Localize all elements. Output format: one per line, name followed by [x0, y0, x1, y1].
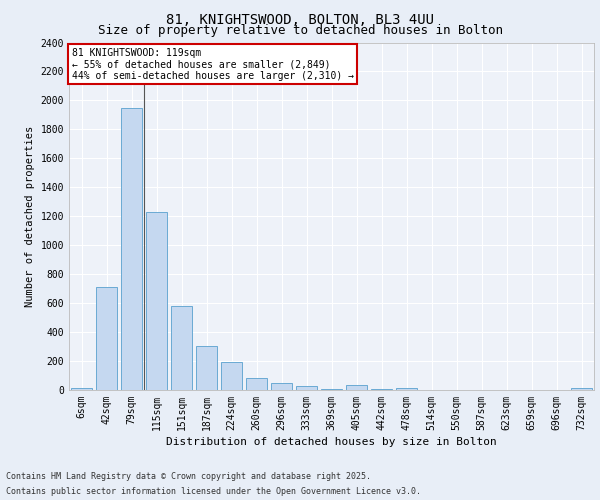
Text: 81, KNIGHTSWOOD, BOLTON, BL3 4UU: 81, KNIGHTSWOOD, BOLTON, BL3 4UU: [166, 12, 434, 26]
Bar: [246, 378, 267, 390]
Bar: [221, 362, 242, 390]
Bar: [271, 383, 292, 390]
Bar: [346, 385, 367, 390]
Bar: [171, 306, 192, 390]
Text: Contains HM Land Registry data © Crown copyright and database right 2025.: Contains HM Land Registry data © Crown c…: [6, 472, 371, 481]
Text: Contains public sector information licensed under the Open Government Licence v3: Contains public sector information licen…: [6, 487, 421, 496]
Bar: [96, 287, 117, 390]
X-axis label: Distribution of detached houses by size in Bolton: Distribution of detached houses by size …: [166, 437, 497, 447]
Bar: [71, 388, 92, 390]
Bar: [121, 108, 142, 390]
Bar: [146, 212, 167, 390]
Y-axis label: Number of detached properties: Number of detached properties: [25, 126, 35, 307]
Bar: [296, 386, 317, 390]
Bar: [196, 346, 217, 390]
Text: Size of property relative to detached houses in Bolton: Size of property relative to detached ho…: [97, 24, 503, 37]
Bar: [571, 388, 592, 390]
Bar: [396, 388, 417, 390]
Text: 81 KNIGHTSWOOD: 119sqm
← 55% of detached houses are smaller (2,849)
44% of semi-: 81 KNIGHTSWOOD: 119sqm ← 55% of detached…: [71, 48, 353, 81]
